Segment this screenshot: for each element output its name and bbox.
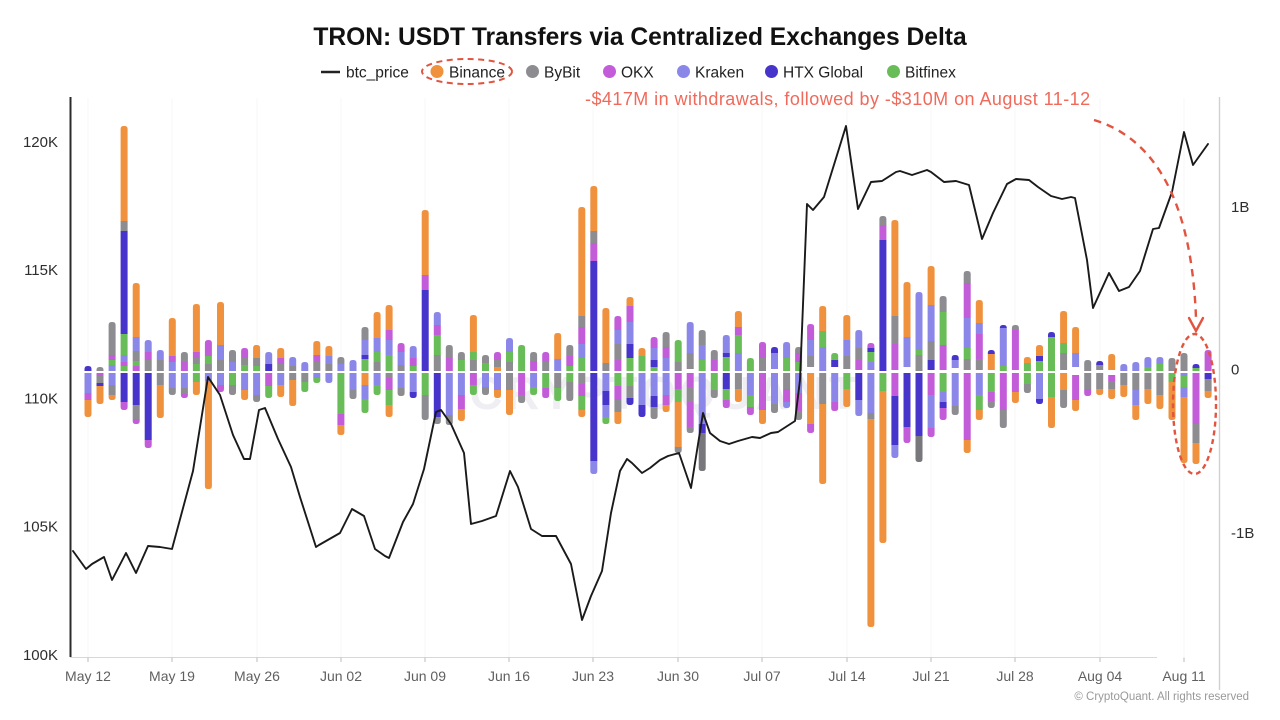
- svg-text:Binance: Binance: [449, 65, 505, 82]
- svg-text:May 12: May 12: [65, 668, 111, 684]
- svg-text:Jun 30: Jun 30: [657, 668, 699, 684]
- svg-text:© CryptoQuant. All rights rese: © CryptoQuant. All rights reserved: [1074, 691, 1249, 703]
- svg-text:Jul 14: Jul 14: [828, 668, 866, 684]
- svg-text:OKX: OKX: [621, 65, 654, 82]
- svg-text:ByBit: ByBit: [544, 65, 581, 82]
- svg-text:Jul 28: Jul 28: [996, 668, 1034, 684]
- svg-text:-1B: -1B: [1231, 525, 1254, 542]
- svg-text:-$417M in withdrawals, followe: -$417M in withdrawals, followed by -$310…: [585, 89, 1091, 109]
- svg-text:May 19: May 19: [149, 668, 195, 684]
- svg-text:HTX Global: HTX Global: [783, 65, 863, 82]
- svg-text:105K: 105K: [23, 519, 58, 536]
- svg-text:Jul 21: Jul 21: [912, 668, 950, 684]
- svg-text:Kraken: Kraken: [695, 65, 744, 82]
- svg-text:Aug 04: Aug 04: [1078, 668, 1123, 684]
- svg-text:May 26: May 26: [234, 668, 280, 684]
- svg-text:Jun 02: Jun 02: [320, 668, 362, 684]
- svg-text:Aug 11: Aug 11: [1162, 668, 1206, 684]
- svg-text:Jul 07: Jul 07: [743, 668, 781, 684]
- svg-text:0: 0: [1231, 362, 1239, 379]
- svg-text:120K: 120K: [23, 134, 58, 151]
- svg-text:TRON: USDT Transfers via Centr: TRON: USDT Transfers via Centralized Exc…: [313, 24, 967, 51]
- svg-text:115K: 115K: [24, 262, 58, 279]
- svg-text:Jun 16: Jun 16: [488, 668, 530, 684]
- svg-text:Jun 23: Jun 23: [572, 668, 614, 684]
- svg-text:Bitfinex: Bitfinex: [905, 65, 956, 82]
- svg-text:100K: 100K: [23, 647, 58, 664]
- svg-text:110K: 110K: [24, 391, 58, 408]
- svg-text:btc_price: btc_price: [346, 65, 409, 82]
- svg-text:1B: 1B: [1231, 199, 1249, 216]
- svg-text:Jun 09: Jun 09: [404, 668, 446, 684]
